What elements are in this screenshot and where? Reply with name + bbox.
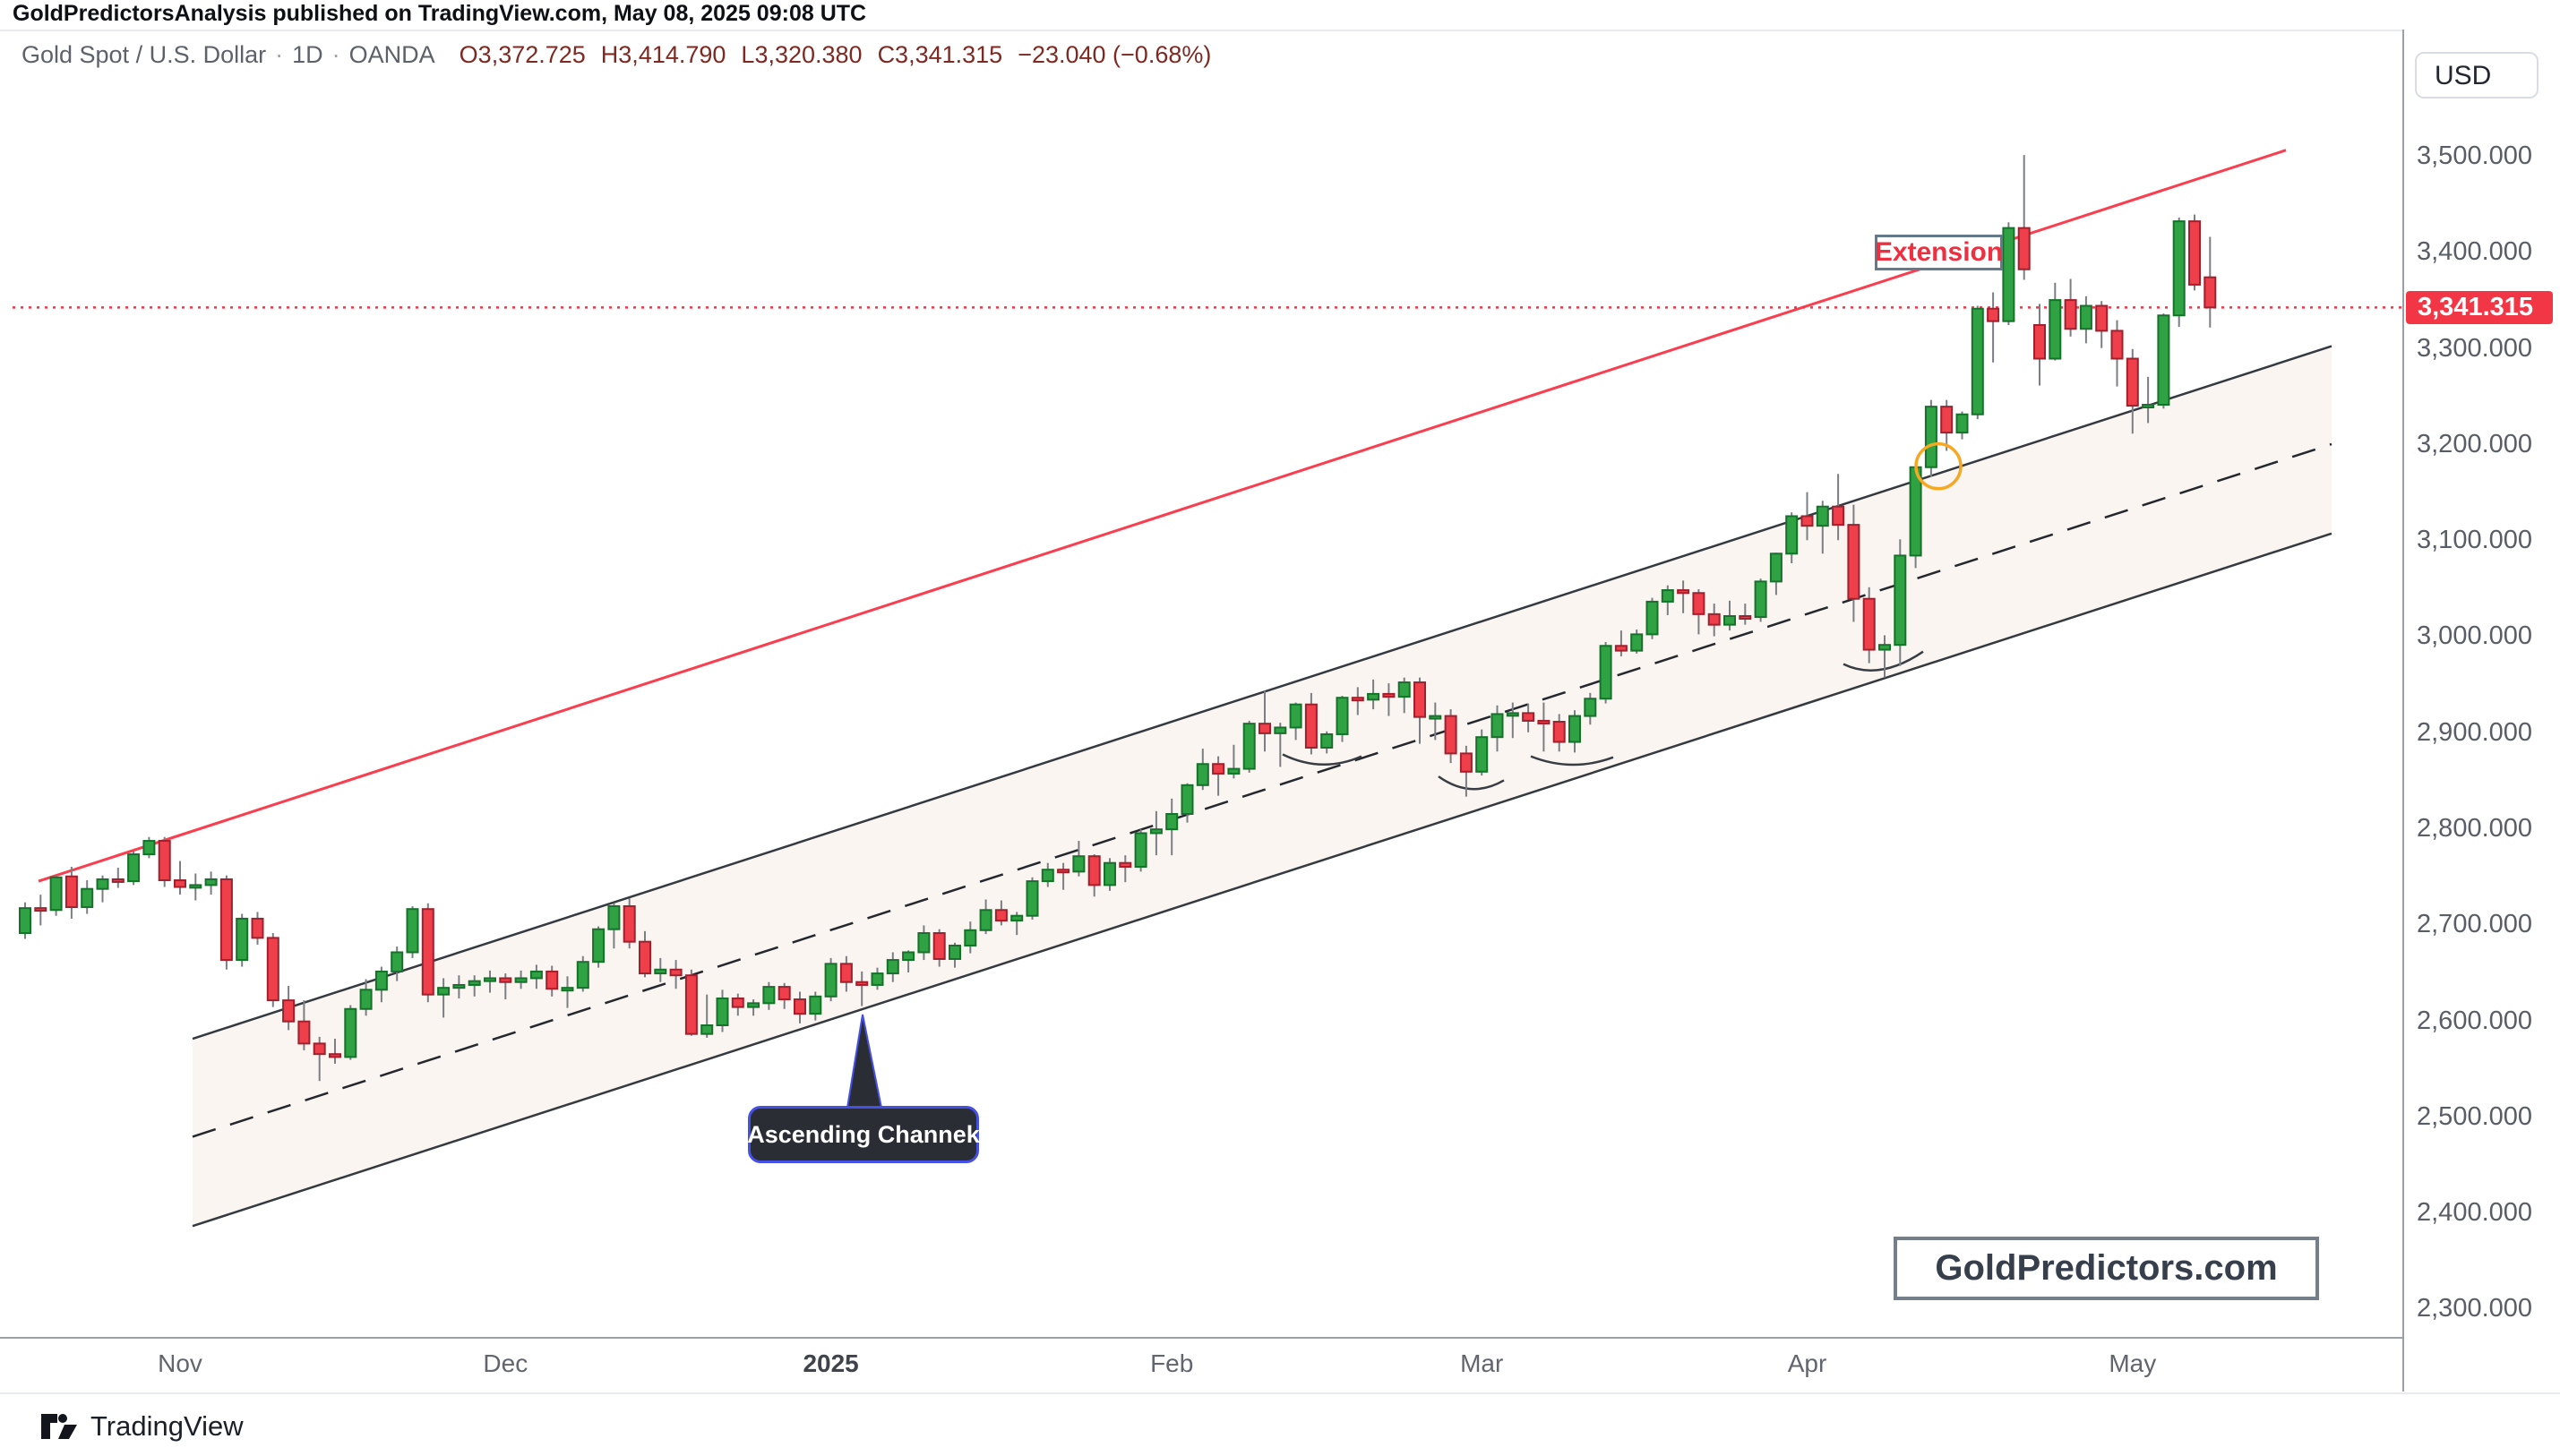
price-tick-label: 2,400.000 [2417,1198,2533,1228]
price-chart[interactable] [0,30,2402,1337]
price-tick-label: 3,300.000 [2417,333,2533,363]
price-tick-label: 3,200.000 [2417,429,2533,458]
price-tick-label: 2,800.000 [2417,814,2533,844]
price-axis[interactable]: USD 3,500.000 3,400.000 3,300.000 3,200.000… [2402,30,2560,1392]
price-tick-label: 3,000.000 [2417,621,2533,651]
price-tick-label: 2,700.000 [2417,910,2533,939]
change-value: −23.040 (−0.68%) [1018,41,1212,68]
open-value: O3,372.725 [459,41,586,68]
price-tick-label: 3,500.000 [2417,141,2533,171]
goldpredictors-watermark: GoldPredictors.com [1894,1237,2319,1300]
time-tick-label: Mar [1460,1349,1504,1377]
tradingview-logo-icon [41,1414,77,1439]
price-tick-label: 3,400.000 [2417,237,2533,267]
published-text: GoldPredictorsAnalysis published on Trad… [13,1,867,26]
last-price-label: 3,341.315 [2406,291,2553,325]
published-bar: GoldPredictorsAnalysis published on Trad… [0,0,2560,31]
exchange-label: OANDA [348,41,435,68]
footer-divider [0,1392,2560,1394]
price-tick-label: 2,300.000 [2417,1294,2533,1323]
price-tick-label: 2,600.000 [2417,1006,2533,1035]
time-tick-label: Apr [1787,1349,1827,1377]
symbol-title[interactable]: Gold Spot / U.S. Dollar [21,41,267,68]
ascending-channel-callout[interactable]: Ascending Channek [747,1106,980,1163]
tradingview-attribution[interactable]: TradingView [40,1408,244,1445]
tradingview-brand-text: TradingView [90,1410,244,1442]
price-tick-label: 2,500.000 [2417,1101,2533,1131]
time-tick-label: 2025 [803,1349,859,1377]
time-axis[interactable]: Nov Dec 2025 Feb Mar Apr May [0,1337,2402,1392]
extension-annotation[interactable]: Extension [1875,235,2003,270]
legend-separator: · [275,41,284,68]
low-value: L3,320.380 [741,41,863,68]
time-tick-label: Dec [483,1349,528,1377]
high-value: H3,414.790 [600,41,726,68]
close-value: C3,341.315 [877,41,1003,68]
chart-legend: Gold Spot / U.S. Dollar · 1D · OANDA O3,372.7… [21,41,1211,69]
timeframe-label[interactable]: 1D [292,41,323,68]
time-tick-label: May [2109,1349,2157,1377]
time-tick-label: Feb [1150,1349,1194,1377]
price-tick-label: 2,900.000 [2417,717,2533,747]
currency-button[interactable]: USD [2415,52,2539,98]
price-tick-label: 3,100.000 [2417,526,2533,555]
legend-separator: · [331,41,340,68]
time-axis-border [0,1337,2560,1339]
time-tick-label: Nov [158,1349,202,1377]
